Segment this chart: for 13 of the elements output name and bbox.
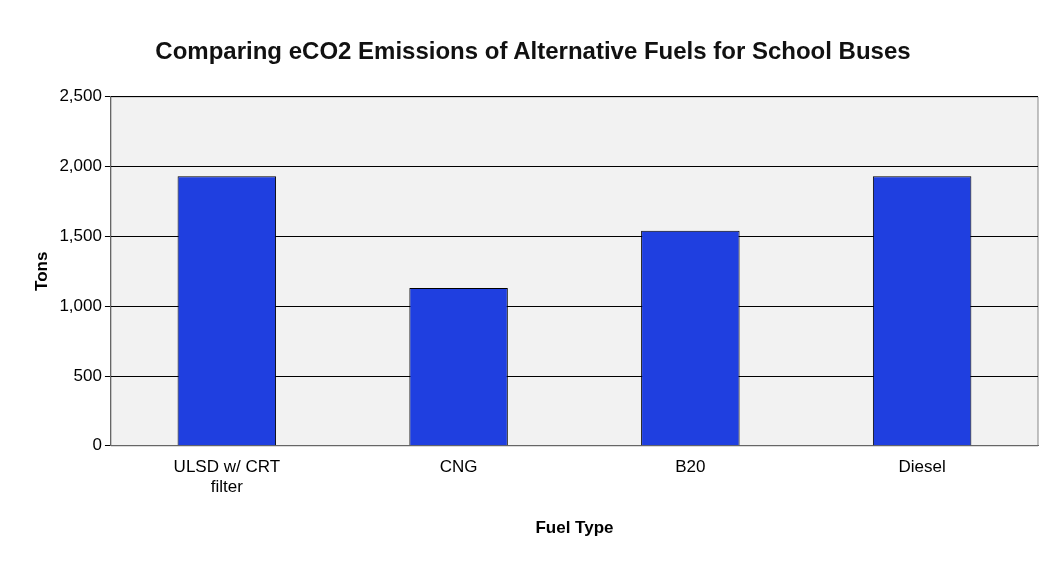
- x-tick-label: Diesel: [898, 456, 946, 476]
- x-axis-title: Fuel Type: [535, 518, 614, 538]
- chart-title: Comparing eCO2 Emissions of Alternative Fuels for School Buses: [155, 37, 911, 65]
- x-tick-label: ULSD w/ CRT filter: [173, 456, 281, 497]
- y-tick-label: 0: [92, 435, 102, 455]
- y-tick-label: 1,000: [59, 295, 102, 315]
- y-axis-title: Tons: [31, 251, 51, 291]
- y-tick-label: 500: [73, 365, 102, 385]
- y-tick-label: 2,000: [59, 156, 102, 176]
- x-tick-label: B20: [675, 456, 706, 476]
- x-tick-label: CNG: [439, 456, 478, 476]
- y-tick-label: 1,500: [59, 226, 102, 246]
- y-tick-label: 2,500: [59, 86, 102, 106]
